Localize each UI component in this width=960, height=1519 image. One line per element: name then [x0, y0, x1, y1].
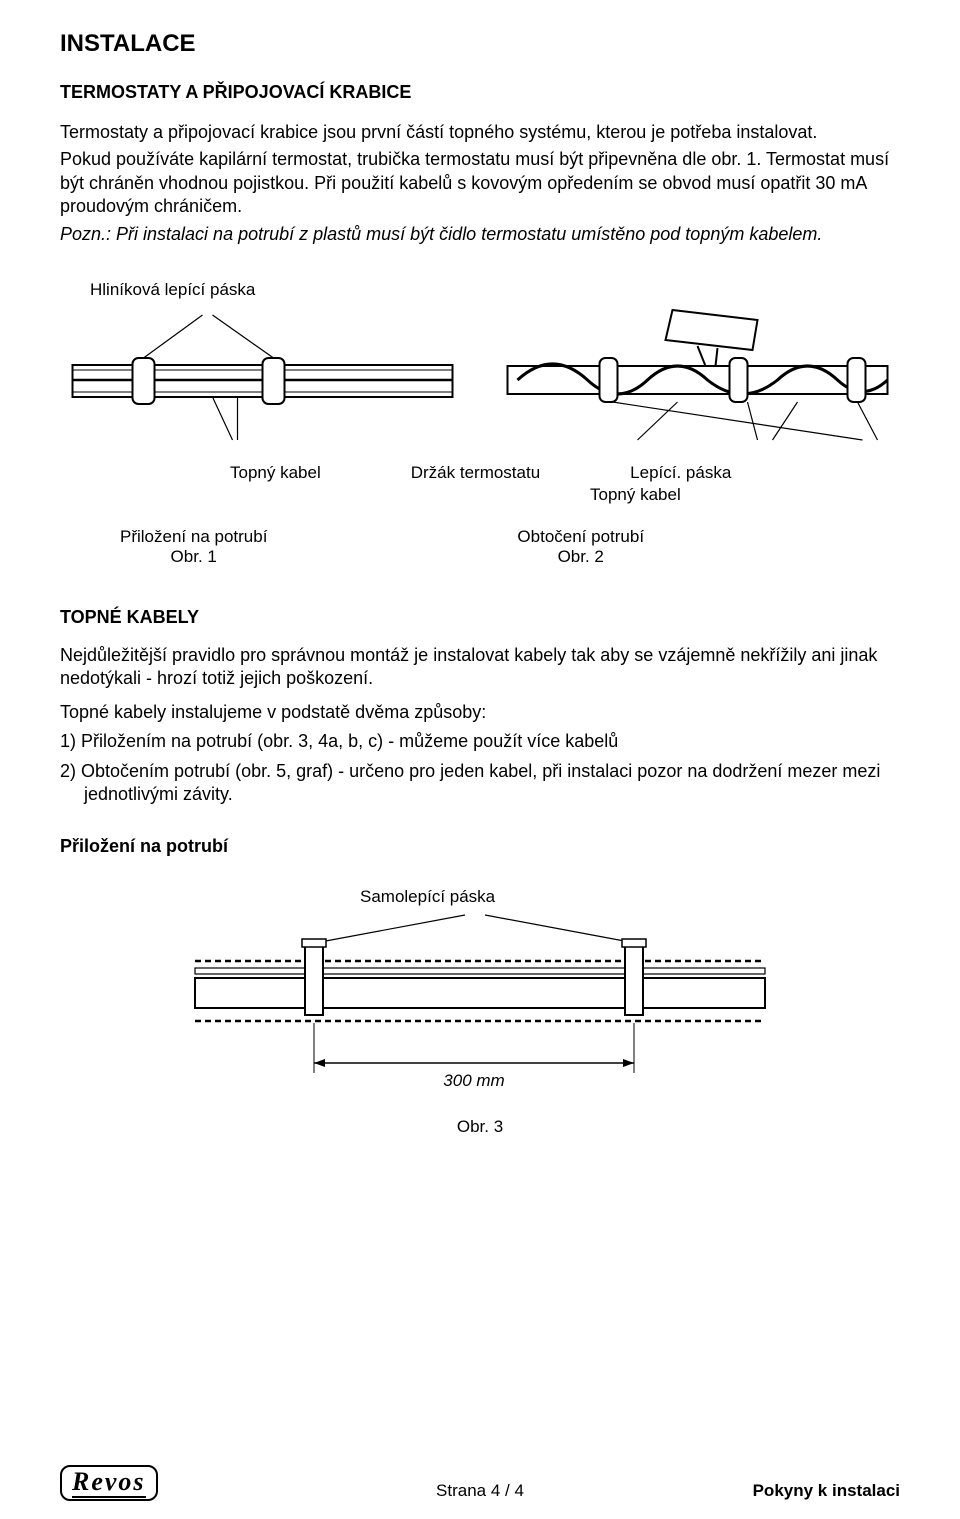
- cables-paragraph-2: Topné kabely instalujeme v podstatě dvěm…: [60, 701, 900, 724]
- intro-paragraph-1: Termostaty a připojovací krabice jsou pr…: [60, 121, 900, 144]
- fig1-heat-cable-label: Topný kabel: [230, 463, 321, 483]
- footer-logo: Revos: [60, 1465, 158, 1502]
- fig3-label: Samolepící páska: [160, 887, 900, 907]
- fig3-caption: Obr. 3: [60, 1117, 900, 1137]
- fig1-caption-title: Přiložení na potrubí: [120, 527, 267, 547]
- fig2-caption-title: Obtočení potrubí: [517, 527, 644, 547]
- page-footer: Revos Strana 4 / 4 Pokyny k instalaci: [60, 1465, 900, 1502]
- footer-page-number: Strana 4 / 4: [436, 1481, 524, 1501]
- figure-labels-row-2: Topný kabel: [60, 485, 900, 505]
- figure-captions-row: Přiložení na potrubí Obr. 1 Obtočení pot…: [60, 527, 900, 567]
- section-heading-cables: TOPNÉ KABELY: [60, 607, 900, 628]
- intro-paragraph-2: Pokud používáte kapilární termostat, tru…: [60, 148, 900, 218]
- fig2-tape-label: Lepící. páska: [630, 463, 731, 483]
- cables-paragraph-1: Nejdůležitější pravidlo pro správnou mon…: [60, 644, 900, 691]
- fig2-caption-sub: Obr. 2: [517, 547, 644, 567]
- section-heading-attachment: Přiložení na potrubí: [60, 836, 900, 857]
- footer-right-text: Pokyny k instalaci: [753, 1481, 900, 1501]
- figure-1-diagram: [60, 310, 465, 450]
- figure-labels-row-1: Topný kabel Držák termostatu Lepící. pás…: [60, 463, 900, 483]
- figure-3-container: Samolepící páska 300 mm Obr. 3: [60, 887, 900, 1137]
- figure-row-1-2: Hliníková lepící páska: [60, 280, 900, 455]
- section-heading-thermostats: TERMOSTATY A PŘIPOJOVACÍ KRABICE: [60, 82, 900, 103]
- list-item-2: 2) Obtočením potrubí (obr. 5, graf) - ur…: [60, 760, 900, 807]
- figure-3-diagram: 300 mm: [185, 913, 775, 1103]
- figure-2-diagram: [495, 308, 900, 448]
- list-item-1: 1) Přiložením na potrubí (obr. 3, 4a, b,…: [60, 730, 900, 753]
- page-title: INSTALACE: [60, 30, 900, 58]
- fig1-top-label: Hliníková lepící páska: [90, 280, 465, 300]
- fig2-heat-cable-label: Topný kabel: [590, 485, 681, 505]
- note-paragraph: Pozn.: Při instalaci na potrubí z plastů…: [60, 223, 900, 246]
- fig2-holder-label: Držák termostatu: [411, 463, 540, 483]
- fig1-caption-sub: Obr. 1: [120, 547, 267, 567]
- logo-text: Revos: [72, 1467, 146, 1496]
- fig3-dimension-text: 300 mm: [443, 1071, 504, 1090]
